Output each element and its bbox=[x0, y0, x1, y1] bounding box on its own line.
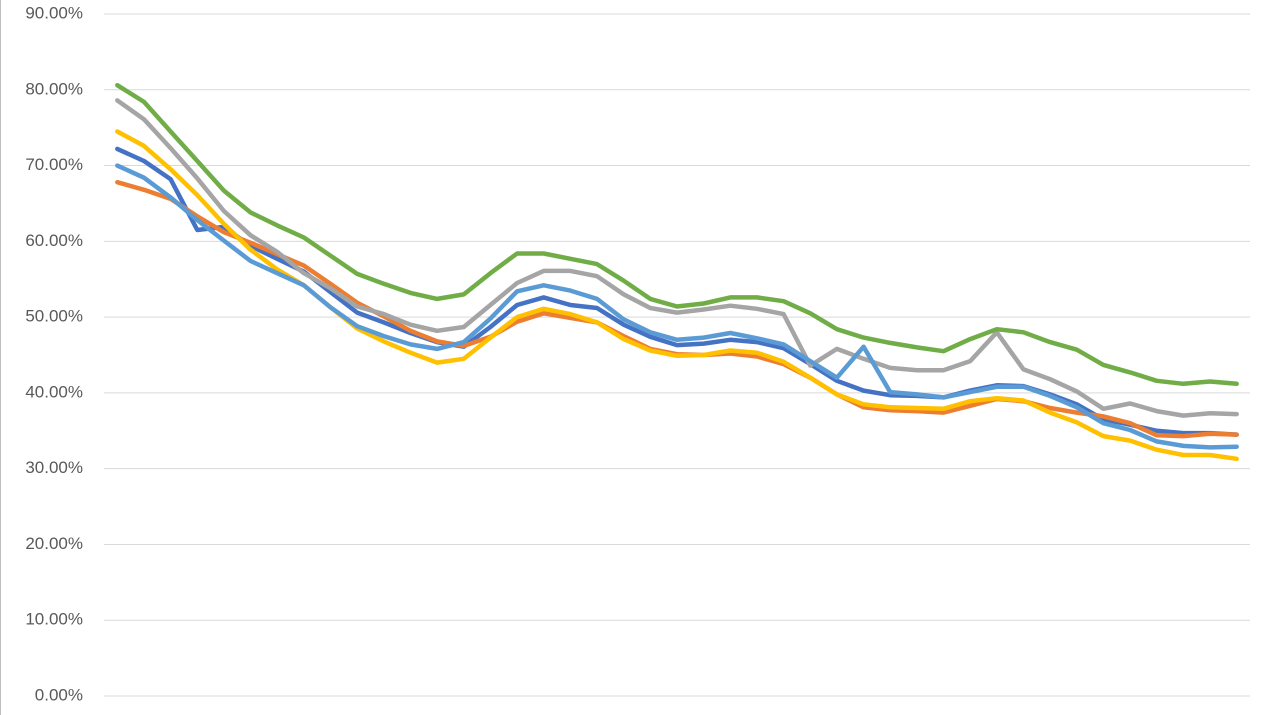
y-tick-label: 80.00% bbox=[25, 79, 83, 98]
y-tick-label: 30.00% bbox=[25, 458, 83, 477]
y-tick-label: 70.00% bbox=[25, 155, 83, 174]
series-line bbox=[115, 82, 1239, 387]
y-tick-label: 90.00% bbox=[25, 3, 83, 22]
series-line bbox=[115, 163, 1239, 450]
y-tick-label: 0.00% bbox=[35, 685, 83, 704]
y-tick-label: 20.00% bbox=[25, 534, 83, 553]
series-line bbox=[115, 98, 1239, 418]
y-tick-label: 60.00% bbox=[25, 231, 83, 250]
y-tick-label: 50.00% bbox=[25, 307, 83, 326]
y-tick-label: 40.00% bbox=[25, 382, 83, 401]
y-tick-label: 10.00% bbox=[25, 610, 83, 629]
